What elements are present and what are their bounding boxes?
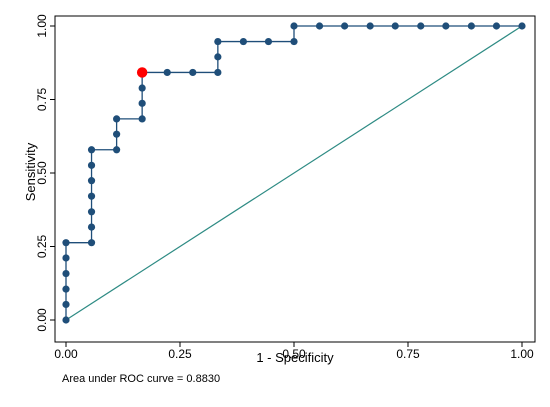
- y-tick-label: 0.25: [35, 234, 49, 258]
- roc-point: [87, 192, 96, 200]
- roc-point: [62, 300, 70, 309]
- x-tick-label: 1.00: [510, 347, 534, 361]
- y-tick-label: 0.50: [35, 161, 49, 185]
- plot-area: [54, 15, 536, 343]
- roc-point: [113, 130, 121, 138]
- roc-point: [138, 84, 146, 92]
- roc-point: [62, 239, 70, 247]
- y-tick-label: 1.00: [35, 14, 49, 38]
- x-tick-label: 0.50: [282, 347, 306, 361]
- roc-point: [239, 37, 247, 46]
- roc-point: [138, 115, 146, 123]
- roc-point: [492, 22, 501, 30]
- roc-point: [442, 22, 450, 30]
- auc-note: Area under ROC curve = 0.8830: [62, 373, 220, 385]
- x-tick-label: 0.00: [54, 347, 78, 361]
- roc-point: [189, 68, 197, 77]
- optimal-cutoff-point: [136, 67, 148, 78]
- roc-point: [62, 285, 70, 293]
- roc-point: [391, 22, 399, 30]
- roc-point: [62, 254, 70, 262]
- y-tick-label: 0.75: [35, 87, 49, 111]
- roc-point: [366, 22, 374, 30]
- roc-point: [214, 68, 222, 77]
- roc-point: [113, 146, 121, 154]
- roc-point: [62, 269, 70, 278]
- x-axis: 0.00 0.25 0.50 0.75 1.00: [54, 342, 534, 361]
- roc-point: [214, 53, 222, 61]
- roc-point: [138, 99, 146, 107]
- roc-points-layer: [62, 22, 526, 324]
- reference-line: [65, 25, 523, 321]
- roc-point: [163, 68, 171, 77]
- roc-point: [417, 22, 425, 30]
- reference-line-layer: [65, 25, 523, 321]
- x-axis-label: 1 - Specificity: [256, 350, 334, 365]
- roc-point: [113, 115, 121, 123]
- roc-point: [341, 22, 349, 30]
- roc-point: [87, 146, 96, 154]
- roc-point: [264, 37, 273, 46]
- roc-point: [467, 22, 475, 30]
- roc-point: [214, 37, 222, 46]
- roc-point: [290, 37, 298, 46]
- roc-point: [315, 22, 324, 30]
- roc-point: [87, 161, 96, 169]
- x-tick-label: 0.75: [396, 347, 420, 361]
- roc-point: [62, 316, 70, 324]
- roc-point: [518, 22, 526, 30]
- roc-point: [87, 223, 96, 231]
- y-axis: 0.00 0.25 0.50 0.75 1.00: [35, 14, 55, 332]
- y-axis-label: Sensitivity: [23, 142, 38, 201]
- y-tick-label: 0.00: [35, 308, 49, 332]
- x-tick-label: 0.25: [168, 347, 192, 361]
- roc-point: [87, 177, 96, 185]
- roc-point: [87, 208, 96, 216]
- roc-point: [87, 239, 96, 247]
- roc-point: [290, 22, 298, 30]
